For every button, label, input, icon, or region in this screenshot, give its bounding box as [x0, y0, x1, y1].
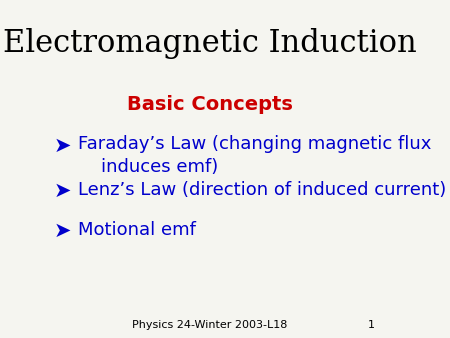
Text: Motional emf: Motional emf — [78, 221, 196, 239]
Text: ➤: ➤ — [53, 181, 71, 201]
Text: Physics 24-Winter 2003-L18: Physics 24-Winter 2003-L18 — [132, 320, 288, 330]
Text: 1: 1 — [368, 320, 375, 330]
Text: ➤: ➤ — [53, 221, 71, 241]
Text: ➤: ➤ — [53, 136, 71, 155]
Text: Basic Concepts: Basic Concepts — [127, 95, 292, 114]
Text: Lenz’s Law (direction of induced current): Lenz’s Law (direction of induced current… — [78, 181, 446, 199]
Text: Faraday’s Law (changing magnetic flux
    induces emf): Faraday’s Law (changing magnetic flux in… — [78, 136, 431, 176]
Text: Electromagnetic Induction: Electromagnetic Induction — [3, 28, 417, 59]
